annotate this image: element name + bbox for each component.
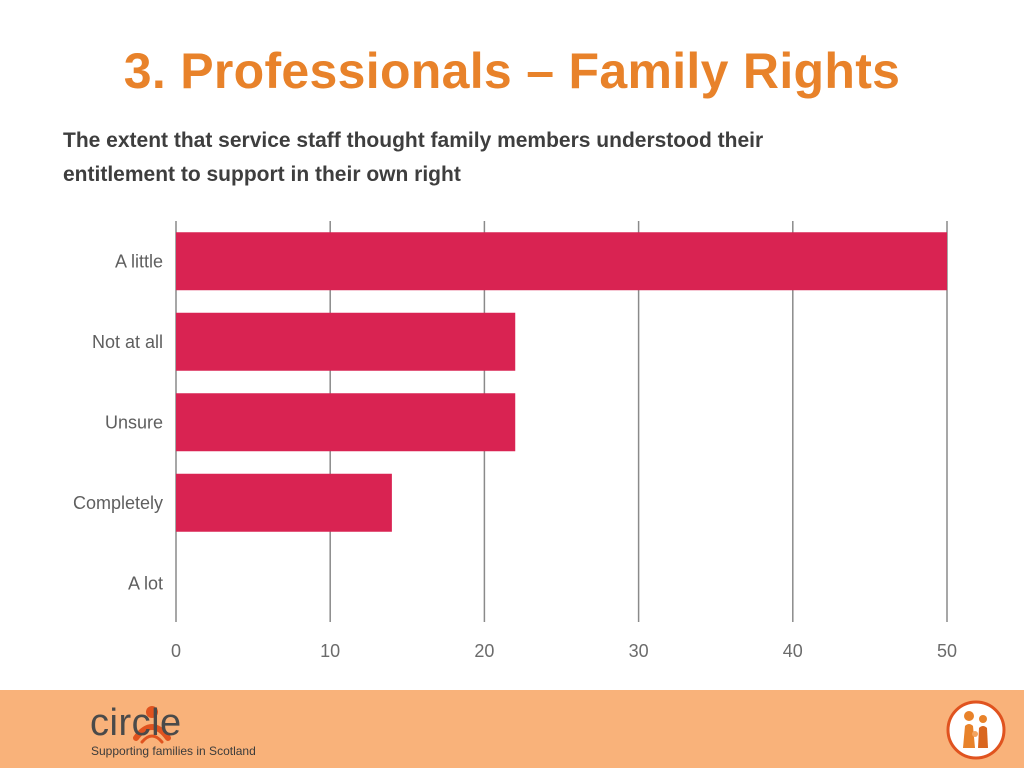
category-label: Not at all	[92, 332, 163, 352]
person-arc-icon	[133, 706, 171, 744]
footer-bar	[0, 690, 1024, 768]
x-tick-label: 30	[629, 641, 649, 661]
x-tick-label: 50	[937, 641, 957, 661]
bar	[176, 232, 947, 291]
category-label: Completely	[73, 493, 163, 513]
chart-title: The extent that service staff thought fa…	[63, 129, 764, 186]
category-label: A lot	[128, 573, 163, 593]
category-label: Unsure	[105, 412, 163, 432]
brand-tagline: Supporting families in Scotland	[91, 744, 256, 758]
bar-chart: 0 10 20 30 40 50 A little Not at all Unsure Compl…	[73, 221, 957, 661]
x-tick-label: 0	[171, 641, 181, 661]
x-tick-label: 20	[474, 641, 494, 661]
x-tick-label: 10	[320, 641, 340, 661]
bar	[176, 312, 516, 371]
slide-title: 3. Professionals – Family Rights	[123, 43, 901, 99]
family-figures-icon	[946, 700, 1006, 760]
bar	[176, 473, 392, 532]
bar	[176, 393, 516, 452]
category-label: A little	[115, 251, 163, 271]
brand-name: circle	[90, 702, 182, 744]
x-tick-label: 40	[783, 641, 803, 661]
